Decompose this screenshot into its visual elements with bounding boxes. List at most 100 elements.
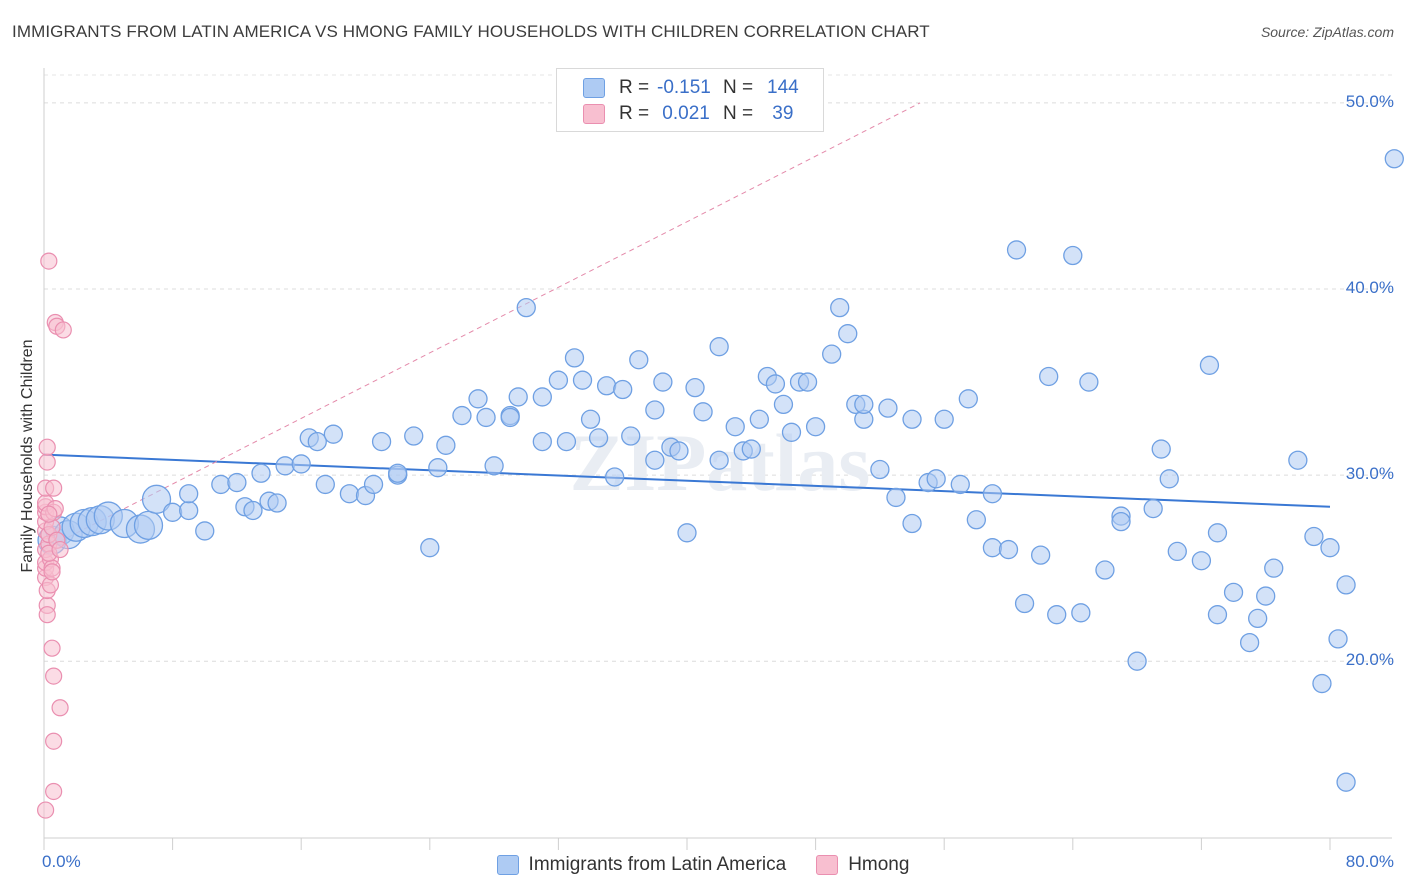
- data-point-hmong: [45, 479, 63, 497]
- data-point-hmong: [43, 563, 61, 581]
- data-point-latin-america: [1328, 629, 1348, 649]
- data-point-latin-america: [998, 539, 1019, 560]
- data-point-latin-america: [243, 500, 263, 521]
- legend-label-latin-america: Immigrants from Latin America: [528, 854, 787, 875]
- data-point-latin-america: [1039, 366, 1059, 387]
- data-point-latin-america: [532, 387, 552, 407]
- data-point-latin-america: [1095, 560, 1115, 580]
- data-point-latin-america: [1047, 605, 1067, 625]
- data-point-latin-america: [902, 513, 922, 534]
- data-point-latin-america: [621, 426, 641, 446]
- data-point-hmong: [51, 540, 69, 559]
- data-point-latin-america: [211, 474, 231, 495]
- data-point-latin-america: [564, 348, 585, 368]
- data-point-latin-america: [693, 402, 713, 422]
- data-point-latin-america: [1336, 772, 1356, 792]
- data-point-latin-america: [1207, 523, 1228, 543]
- data-point-latin-america: [476, 407, 496, 428]
- data-point-latin-america: [1143, 498, 1163, 519]
- data-point-latin-america: [162, 502, 183, 522]
- data-point-latin-america: [133, 510, 164, 541]
- data-point-hmong: [40, 505, 58, 523]
- data-point-latin-america: [572, 370, 593, 390]
- data-point-latin-america: [1288, 450, 1308, 470]
- data-point-latin-america: [805, 417, 826, 437]
- data-point-hmong: [38, 453, 56, 471]
- legend-swatch-pink: [816, 855, 839, 875]
- legend-row-latin-america: R = -0.151 N = 144: [583, 76, 799, 100]
- legend-r-value: 0.021: [657, 103, 710, 124]
- legend-n-label: N =: [723, 103, 754, 124]
- data-point-latin-america: [838, 324, 858, 344]
- legend-item-hmong: Hmong: [816, 854, 909, 876]
- data-point-latin-america: [1167, 541, 1187, 562]
- data-point-latin-america: [1239, 632, 1260, 653]
- data-point-latin-america: [1207, 605, 1228, 625]
- y-axis-label: Family Households with Children: [19, 339, 36, 573]
- data-point-latin-america: [677, 523, 697, 543]
- trend-lines: [43, 102, 1331, 550]
- data-point-latin-america: [532, 431, 552, 452]
- data-point-latin-america: [1127, 651, 1147, 671]
- data-point-hmong: [38, 606, 56, 624]
- data-point-latin-america: [548, 370, 569, 390]
- gridlines: [44, 74, 1392, 662]
- data-point-latin-america: [741, 439, 761, 459]
- data-point-latin-america: [291, 454, 311, 474]
- source-label: Source: ZipAtlas.com: [1260, 24, 1394, 40]
- data-point-latin-america: [267, 493, 287, 513]
- data-point-hmong: [38, 438, 56, 456]
- data-point-latin-america: [1312, 673, 1332, 694]
- data-point-latin-america: [830, 297, 850, 318]
- data-point-latin-america: [878, 398, 898, 418]
- chart-title: IMMIGRANTS FROM LATIN AMERICA VS HMONG F…: [12, 22, 930, 41]
- data-point-hmong: [40, 252, 58, 270]
- data-point-latin-america: [645, 450, 665, 470]
- data-point-hmong: [45, 732, 63, 750]
- data-point-latin-america: [902, 409, 922, 429]
- data-point-hmong: [54, 321, 72, 339]
- data-point-latin-america: [363, 474, 384, 495]
- legend-label-hmong: Hmong: [848, 854, 910, 875]
- data-point-latin-america: [653, 372, 673, 392]
- y-tick-label: 50.0%: [1345, 91, 1394, 111]
- legend-r-value: -0.151: [657, 77, 711, 98]
- data-point-latin-america: [1063, 245, 1083, 266]
- data-point-latin-america: [580, 409, 601, 429]
- data-point-latin-america: [588, 428, 609, 448]
- data-point-latin-america: [1159, 469, 1179, 489]
- data-point-latin-america: [966, 510, 986, 530]
- data-point-latin-america: [926, 469, 946, 489]
- trend-line-hmong: [43, 102, 921, 550]
- data-point-latin-america: [452, 405, 472, 426]
- data-point-latin-america: [822, 344, 842, 364]
- data-point-latin-america: [725, 417, 745, 437]
- data-point-latin-america: [195, 521, 215, 541]
- data-point-latin-america: [629, 350, 649, 370]
- data-point-latin-america: [934, 409, 954, 429]
- legend-item-latin-america: Immigrants from Latin America: [496, 854, 787, 876]
- data-point-hmong: [45, 782, 63, 801]
- data-point-latin-america: [1014, 593, 1035, 614]
- x-tick-label-min: 0.0%: [42, 852, 81, 871]
- series-hmong-points: [37, 252, 72, 819]
- data-point-latin-america: [773, 394, 794, 415]
- data-point-latin-america: [765, 374, 786, 394]
- data-point-latin-america: [556, 431, 577, 452]
- data-point-latin-america: [420, 538, 440, 558]
- correlation-legend: R = -0.151 N = 144 R = 0.021 N = 39: [556, 68, 824, 132]
- legend-n-label: N =: [723, 77, 754, 98]
- data-point-latin-america: [484, 456, 504, 476]
- legend-swatch-pink: [583, 104, 605, 124]
- data-point-latin-america: [227, 472, 247, 493]
- data-point-latin-america: [781, 422, 802, 442]
- legend-r-label: R =: [619, 77, 650, 98]
- data-point-latin-america: [854, 394, 874, 415]
- data-point-latin-america: [315, 474, 335, 495]
- data-point-latin-america: [141, 484, 172, 514]
- data-point-latin-america: [179, 484, 199, 504]
- data-point-latin-america: [371, 431, 392, 452]
- data-point-latin-america: [958, 389, 978, 409]
- data-point-latin-america: [982, 484, 1003, 504]
